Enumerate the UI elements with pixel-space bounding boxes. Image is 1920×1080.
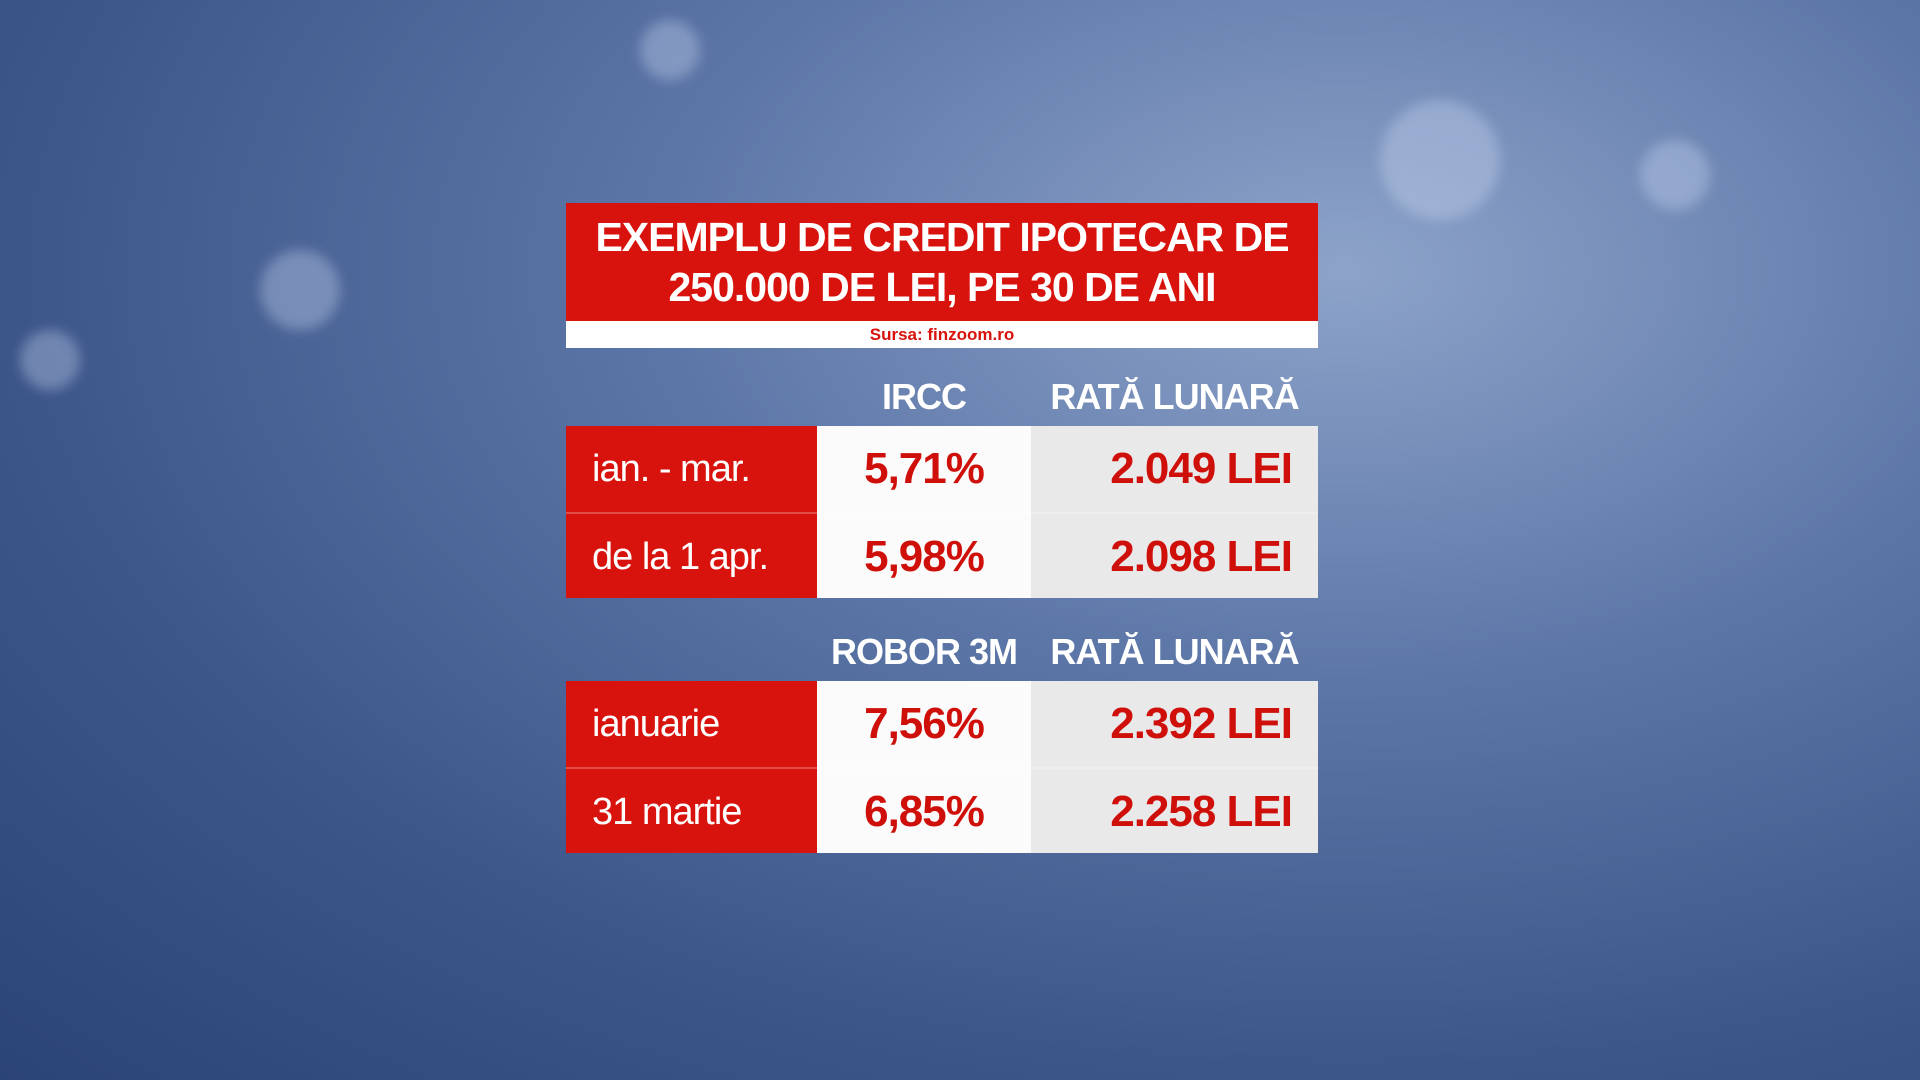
monthly-payment: 2.049 LEI [1031, 426, 1318, 512]
source: Sursa: finzoom.ro [566, 321, 1318, 348]
row-label: ianuarie [566, 681, 817, 767]
monthly-payment: 2.258 LEI [1031, 767, 1318, 853]
rate: 7,56% [817, 681, 1031, 767]
title-line: 250.000 DE LEI, PE 30 DE ANI [668, 264, 1216, 310]
row-label: de la 1 apr. [566, 512, 817, 598]
monthly-payment: 2.392 LEI [1031, 681, 1318, 767]
background-bokeh [260, 250, 340, 330]
row-label: 31 martie [566, 767, 817, 853]
rate: 6,85% [817, 767, 1031, 853]
monthly-payment: 2.098 LEI [1031, 512, 1318, 598]
background-bokeh [20, 330, 80, 390]
column-header: IRCC [882, 376, 967, 417]
title-box: EXEMPLU DE CREDIT IPOTECAR DE 250.000 DE… [566, 203, 1318, 321]
column-header: RATĂ LUNARĂ [1050, 376, 1299, 417]
background-bokeh [640, 20, 700, 80]
title-line: EXEMPLU DE CREDIT IPOTECAR DE [595, 214, 1289, 260]
background-bokeh [1380, 100, 1500, 220]
column-header: RATĂ LUNARĂ [1050, 631, 1299, 672]
column-header: ROBOR 3M [830, 631, 1018, 672]
rate: 5,98% [817, 512, 1031, 598]
rate: 5,71% [817, 426, 1031, 512]
row-label: ian. - mar. [566, 426, 817, 512]
background-bokeh [1640, 140, 1710, 210]
